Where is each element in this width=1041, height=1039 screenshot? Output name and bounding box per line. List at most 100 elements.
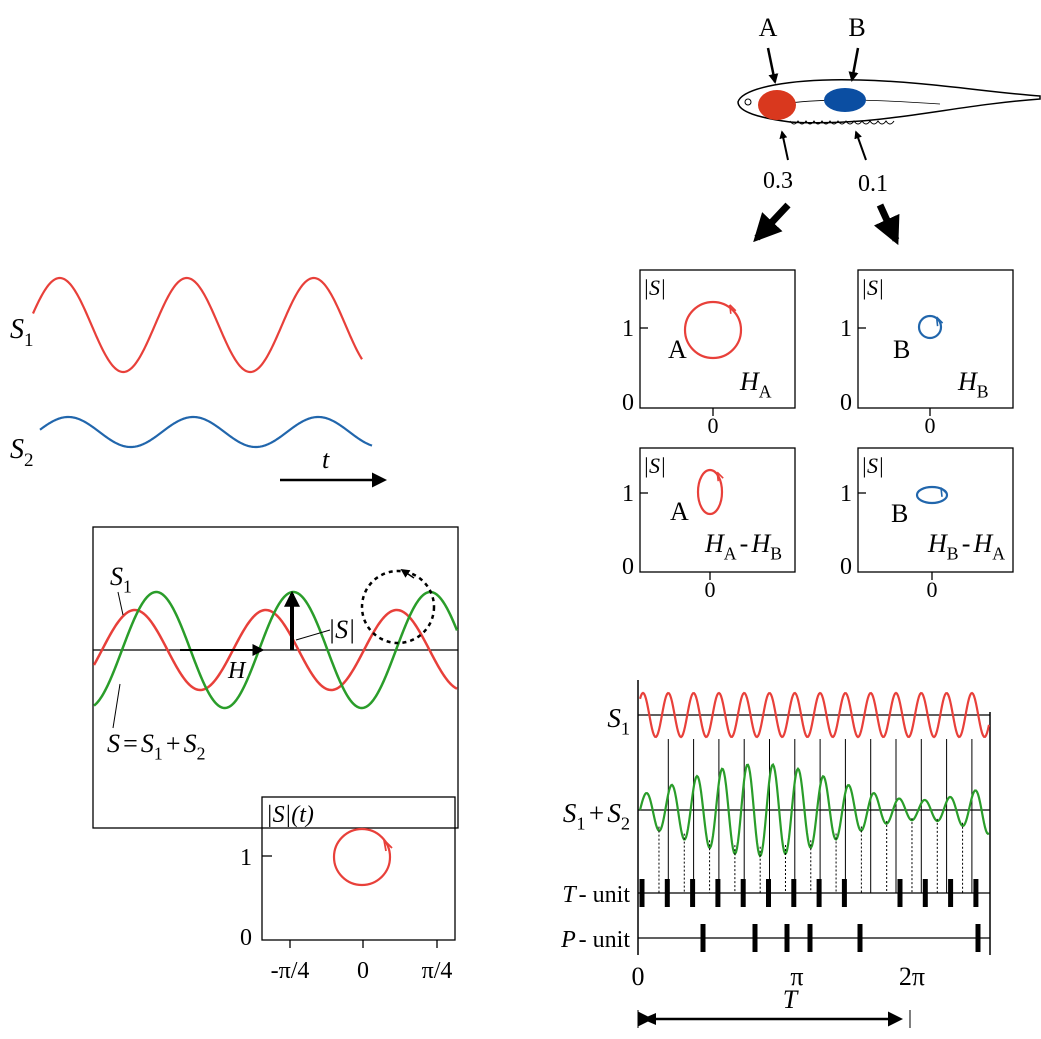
spike-t — [665, 879, 670, 907]
x-tick-label: 0 — [357, 958, 369, 984]
label-part: S — [607, 798, 621, 828]
spike-p — [701, 924, 706, 952]
point-label: B — [893, 335, 910, 364]
label-part: H — [750, 529, 771, 558]
sum-formula-label: S=S1+S2 — [107, 729, 206, 763]
spike-t — [715, 879, 720, 907]
sum-s1-label: S1 — [110, 562, 132, 596]
spike-p — [785, 924, 790, 952]
spike-t — [817, 879, 822, 907]
phase-label: HA — [739, 367, 772, 401]
spike-t — [948, 879, 953, 907]
big-arrow — [757, 205, 788, 238]
y-tick-label: 1 — [622, 316, 634, 342]
label-part: 1 — [154, 743, 163, 763]
label-part: B — [947, 543, 959, 563]
label-part: H — [739, 367, 760, 396]
fish-arrow — [782, 132, 788, 160]
phase-label: H — [227, 658, 247, 684]
fish-label: A — [759, 13, 778, 42]
spike-t — [842, 879, 847, 907]
x-tick-label: π/4 — [422, 958, 453, 984]
x-tick-label: 0 — [632, 962, 645, 991]
y-tick-label: 0 — [622, 390, 634, 416]
y-tick-label: 0 — [840, 390, 852, 416]
x-tick-label: 0 — [927, 577, 938, 602]
spike-t — [741, 879, 746, 907]
y-tick-label: 0 — [840, 554, 852, 580]
spike-t — [923, 879, 928, 907]
spike-t — [973, 879, 978, 907]
row-label: S1+S2 — [563, 798, 630, 834]
label-part: 1 — [576, 814, 585, 834]
phase-label: HB — [957, 367, 989, 401]
spike-t — [898, 879, 903, 907]
wave-s2 — [40, 417, 372, 447]
row-label: P- unit — [560, 927, 630, 953]
y-tick-label: 1 — [622, 481, 634, 507]
row-label: S1 — [607, 703, 630, 739]
label-part: S — [107, 729, 120, 758]
envelope-y-label: |S|(t) — [266, 802, 314, 828]
label-part: + — [166, 729, 181, 758]
label-part: A — [992, 543, 1005, 563]
x-tick-label: 0 — [925, 413, 936, 438]
label-part: T — [562, 882, 577, 908]
point-label: B — [891, 499, 908, 528]
label-part: S — [110, 562, 123, 591]
label-part: 1 — [123, 576, 132, 596]
panel-y-label: |S| — [643, 453, 666, 478]
figure: S1S2tS1|S|HS=S1+S2|S|(t)10-π/40π/4AB0.30… — [0, 0, 1041, 1039]
y-tick-label: 1 — [240, 845, 252, 871]
wave-s2-label: S2 — [10, 434, 34, 471]
organ-b — [824, 88, 866, 112]
label-part: S — [10, 314, 24, 345]
label-part: P — [560, 927, 576, 953]
organ-a — [758, 90, 796, 120]
label-part: 2 — [197, 743, 206, 763]
spike-t — [690, 879, 695, 907]
label-part: A — [724, 543, 737, 563]
spike-t — [791, 879, 796, 907]
amplitude-leader — [296, 630, 330, 640]
panel-y-label: |S| — [861, 275, 884, 300]
label-part: + — [589, 798, 604, 828]
x-tick-label: -π/4 — [271, 958, 310, 984]
label-part: H — [972, 529, 993, 558]
period-label: T — [783, 985, 799, 1014]
label-part: S — [563, 798, 577, 828]
label-part: 2 — [24, 450, 34, 471]
label-part: = — [123, 729, 138, 758]
label-part: - — [962, 529, 971, 558]
fish-value: 0.3 — [763, 168, 793, 194]
y-tick-label: 1 — [840, 316, 852, 342]
x-tick-label: 0 — [708, 413, 719, 438]
x-tick-label: 0 — [705, 577, 716, 602]
point-label: A — [670, 497, 689, 526]
label-part: - unit — [579, 882, 631, 908]
y-tick-label: 0 — [240, 925, 252, 951]
label-part: B — [770, 543, 782, 563]
label-part: S — [184, 729, 197, 758]
panel-y-label: |S| — [643, 275, 666, 300]
label-part: - — [740, 529, 749, 558]
label-part: H — [927, 529, 948, 558]
y-tick-label: 1 — [840, 481, 852, 507]
spike-p — [976, 924, 981, 952]
spike-t — [766, 879, 771, 907]
label-part: - unit — [579, 927, 631, 953]
y-tick-label: 0 — [622, 554, 634, 580]
label-part: 1 — [621, 719, 630, 739]
x-tick-label: 2π — [899, 962, 925, 991]
wave-s1-label: S1 — [10, 314, 34, 351]
label-part: S — [607, 703, 621, 733]
big-arrow — [880, 205, 896, 240]
spike-t — [640, 879, 645, 907]
label-part: S — [141, 729, 154, 758]
sum-panel-frame — [93, 527, 458, 828]
spike-p — [858, 924, 863, 952]
sum-formula-leader — [113, 684, 120, 728]
amplitude-label: |S| — [328, 615, 355, 644]
fish-label: B — [848, 13, 865, 42]
fish-value: 0.1 — [858, 171, 888, 197]
